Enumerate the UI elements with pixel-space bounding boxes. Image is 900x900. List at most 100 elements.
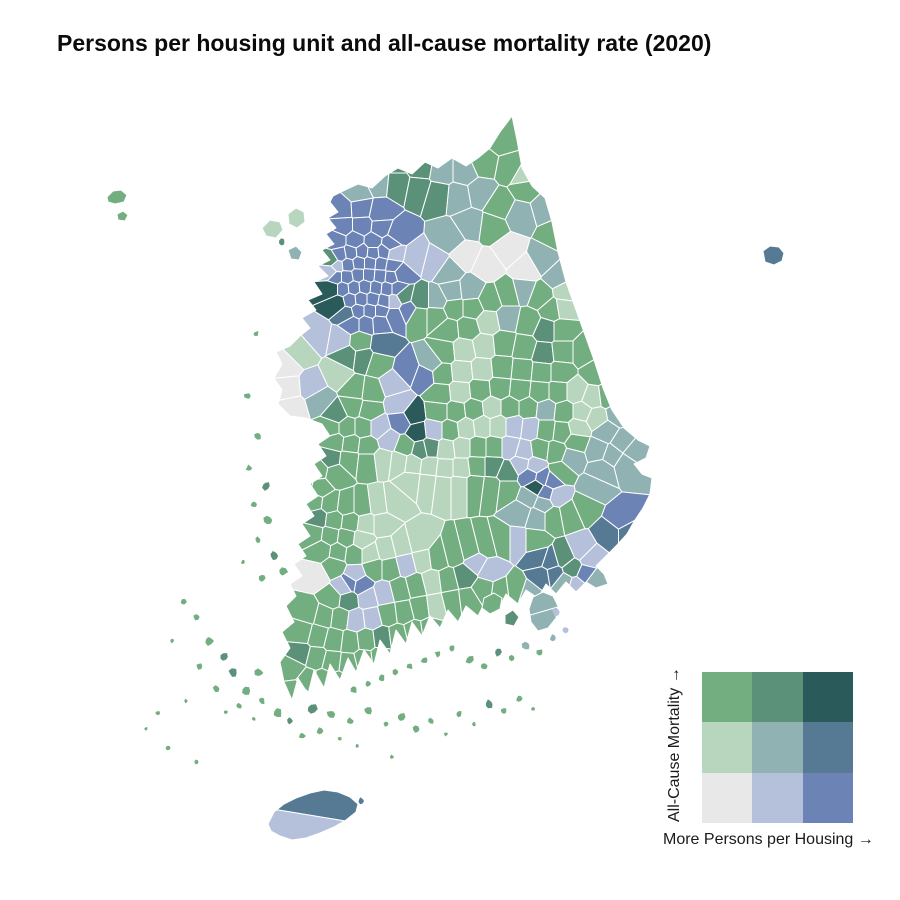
islet [365, 680, 372, 687]
map-region [344, 543, 363, 566]
islet [253, 331, 259, 337]
islet [562, 627, 569, 634]
islet [236, 702, 242, 709]
legend-y-label: All-Cause Mortality → [666, 667, 683, 822]
islet [495, 648, 502, 657]
islet [212, 685, 220, 692]
map-region [420, 616, 444, 636]
map-region [485, 435, 503, 458]
islet [337, 736, 342, 741]
map-region [488, 115, 520, 157]
islet [270, 551, 279, 561]
islet [326, 711, 336, 718]
map-region [467, 456, 486, 478]
map-region [577, 359, 603, 387]
islet [412, 725, 420, 733]
islet [279, 238, 285, 246]
map-region [456, 416, 476, 440]
islet [258, 697, 265, 704]
map-region [618, 519, 636, 544]
map-region [388, 622, 408, 649]
islet [485, 699, 493, 709]
legend-cell-11 [702, 772, 753, 823]
map-region [505, 565, 527, 605]
map-region [354, 416, 372, 439]
map-region [276, 789, 359, 822]
islet [155, 711, 160, 715]
islet [194, 759, 199, 765]
map-region [529, 606, 559, 632]
islet [205, 637, 214, 646]
map-region [267, 809, 345, 841]
islet [193, 614, 200, 621]
map-region [500, 395, 520, 419]
map-region [369, 332, 411, 358]
legend-cell-32 [802, 722, 853, 773]
islet [287, 717, 293, 725]
islet [245, 464, 253, 471]
legend-cell-22 [752, 722, 803, 773]
map-region [585, 567, 609, 589]
legend-cell-13 [702, 672, 753, 723]
map-region [436, 438, 456, 460]
islet [251, 716, 256, 721]
islet [531, 707, 536, 711]
map-region [382, 480, 422, 523]
islet [254, 433, 261, 440]
islet [358, 797, 364, 805]
map-region [441, 418, 460, 442]
islet [220, 653, 228, 661]
map-region [489, 414, 507, 439]
islet [242, 686, 251, 695]
islet [420, 657, 428, 663]
islet [398, 713, 406, 721]
map-region [261, 219, 284, 239]
map-region [469, 435, 487, 458]
map-region [419, 456, 439, 477]
islet [350, 686, 357, 693]
map-region [450, 359, 474, 384]
map-region [340, 628, 360, 654]
map-region [353, 648, 373, 669]
islet [165, 745, 171, 751]
islet [307, 704, 318, 714]
map-region [440, 588, 463, 623]
legend-x-label: More Persons per Housing → [663, 831, 874, 848]
islet [434, 651, 441, 658]
legend-cell-21 [752, 772, 803, 823]
islet [262, 482, 270, 491]
map-region [315, 667, 329, 689]
islet [509, 654, 515, 662]
map-region [352, 256, 365, 270]
map-region [428, 157, 454, 186]
map-region [334, 670, 344, 681]
islet [273, 708, 282, 717]
map-region [341, 434, 361, 454]
islet [392, 668, 399, 676]
islet [516, 695, 523, 702]
map-region [527, 456, 550, 474]
islet [254, 668, 264, 676]
legend-cell-33 [802, 672, 853, 723]
map-region [287, 207, 306, 229]
islet [355, 743, 359, 748]
islet [500, 708, 507, 714]
islet [390, 754, 394, 759]
map-region [528, 591, 559, 616]
map-region [481, 395, 502, 420]
map-region [569, 575, 586, 593]
islet [347, 717, 354, 724]
map-region [356, 627, 376, 652]
map-region [458, 586, 484, 617]
page-title: Persons per housing unit and all-cause m… [57, 30, 712, 56]
islet [472, 721, 476, 727]
map-region [406, 161, 433, 180]
map-region [551, 340, 574, 364]
map-region [452, 457, 471, 479]
legend-cell-12 [702, 722, 753, 773]
islet [536, 649, 543, 656]
islet [258, 575, 266, 582]
islet [196, 663, 203, 670]
map-region [504, 609, 520, 627]
